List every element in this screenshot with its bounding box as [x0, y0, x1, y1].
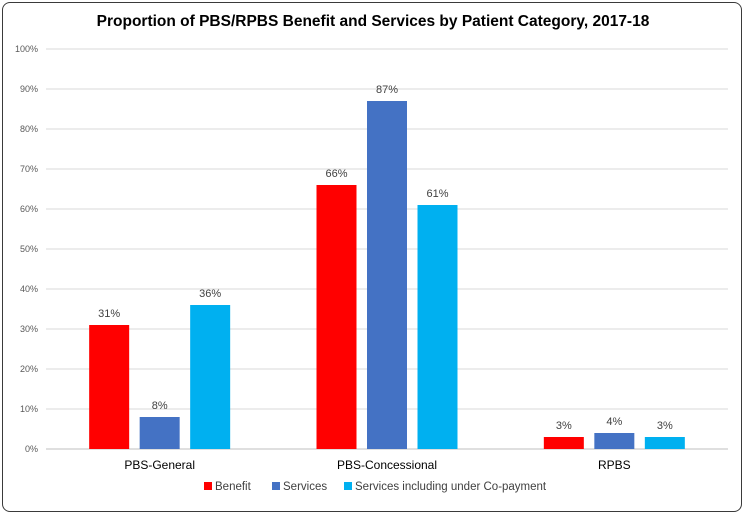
y-tick-label: 30% [20, 324, 38, 334]
legend-swatch [344, 482, 352, 490]
data-label: 87% [376, 84, 398, 96]
y-tick-label: 10% [20, 404, 38, 414]
y-tick-label: 70% [20, 164, 38, 174]
data-label: 36% [199, 288, 221, 300]
data-label: 3% [556, 420, 572, 432]
x-category-label: RPBS [598, 458, 631, 472]
y-tick-label: 0% [25, 444, 38, 454]
bar-services-pbs-general [139, 417, 180, 449]
bar-services-including-under-co-payment-pbs-concessional [417, 205, 458, 449]
legend-swatch [272, 482, 280, 490]
data-label: 31% [98, 308, 120, 320]
legend-label: Services [283, 481, 327, 493]
y-tick-label: 90% [20, 84, 38, 94]
y-tick-label: 40% [20, 284, 38, 294]
data-label: 8% [152, 400, 168, 412]
data-label: 66% [325, 168, 347, 180]
data-label: 3% [657, 420, 673, 432]
data-label: 4% [606, 416, 622, 428]
y-tick-label: 60% [20, 204, 38, 214]
bar-benefit-rpbs [543, 437, 584, 449]
bar-services-rpbs [594, 433, 635, 449]
y-tick-label: 100% [15, 44, 38, 54]
data-label: 61% [426, 188, 448, 200]
y-tick-label: 80% [20, 124, 38, 134]
legend-swatch [204, 482, 212, 490]
legend-label: Services including under Co-payment [355, 481, 547, 493]
y-tick-label: 50% [20, 244, 38, 254]
bar-benefit-pbs-concessional [316, 185, 357, 449]
y-tick-label: 20% [20, 364, 38, 374]
bar-services-including-under-co-payment-pbs-general [190, 305, 231, 449]
x-category-label: PBS-General [124, 458, 195, 472]
bar-benefit-pbs-general [89, 325, 130, 449]
legend-label: Benefit [215, 481, 252, 493]
bar-services-pbs-concessional [367, 101, 407, 449]
bar-services-including-under-co-payment-rpbs [644, 437, 685, 449]
chart-title: Proportion of PBS/RPBS Benefit and Servi… [96, 13, 650, 30]
x-category-label: PBS-Concessional [337, 458, 437, 472]
